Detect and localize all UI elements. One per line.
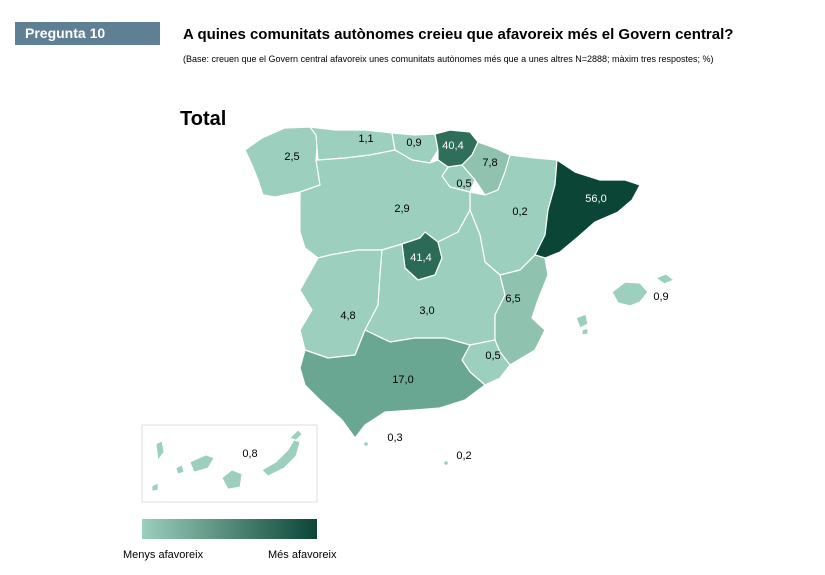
region-value-label: 0,9	[653, 291, 668, 303]
region-value-label: 0,9	[406, 137, 421, 149]
region-eivissa	[575, 313, 589, 329]
region-value-label: 0,2	[456, 450, 471, 462]
region-value-label: 0,2	[512, 206, 527, 218]
legend-high-label: Més afavoreix	[268, 549, 337, 561]
region-melilla	[444, 461, 448, 465]
region-value-label: 7,8	[482, 157, 497, 169]
question-badge: Pregunta 10	[15, 22, 160, 45]
region-menorca	[655, 273, 675, 285]
region-value-label: 56,0	[585, 193, 606, 205]
region-value-label: 40,4	[442, 140, 463, 152]
region-pais-valencia	[494, 254, 549, 366]
region-value-label: 17,0	[392, 374, 413, 386]
legend-color-scale	[142, 519, 317, 539]
region-value-label: 0,3	[387, 432, 402, 444]
page-subtitle: (Base: creuen que el Govern central afav…	[183, 54, 714, 64]
region-value-label: 41,4	[410, 252, 431, 264]
region-value-label: 3,0	[419, 305, 434, 317]
region-value-label: 0,5	[485, 350, 500, 362]
region-andalusia	[299, 329, 486, 439]
region-value-label: 0,8	[242, 448, 257, 460]
region-value-label: 1,1	[358, 133, 373, 145]
region-illes-balears	[611, 281, 649, 307]
region-value-label: 6,5	[505, 293, 520, 305]
region-formentera	[581, 327, 589, 336]
region-galicia	[244, 126, 321, 198]
region-value-label: 2,5	[284, 151, 299, 163]
region-ceuta	[364, 442, 368, 446]
page-title: A quines comunitats autònomes creieu que…	[183, 26, 734, 43]
map-title: Total	[180, 108, 227, 130]
canaries-inset-frame	[141, 424, 318, 503]
legend-low-label: Menys afavoreix	[123, 549, 204, 561]
region-value-label: 4,8	[340, 310, 355, 322]
region-catalunya	[534, 159, 641, 259]
region-value-label: 0,5	[456, 178, 471, 190]
region-value-label: 2,9	[394, 203, 409, 215]
region-canaries	[151, 429, 303, 492]
